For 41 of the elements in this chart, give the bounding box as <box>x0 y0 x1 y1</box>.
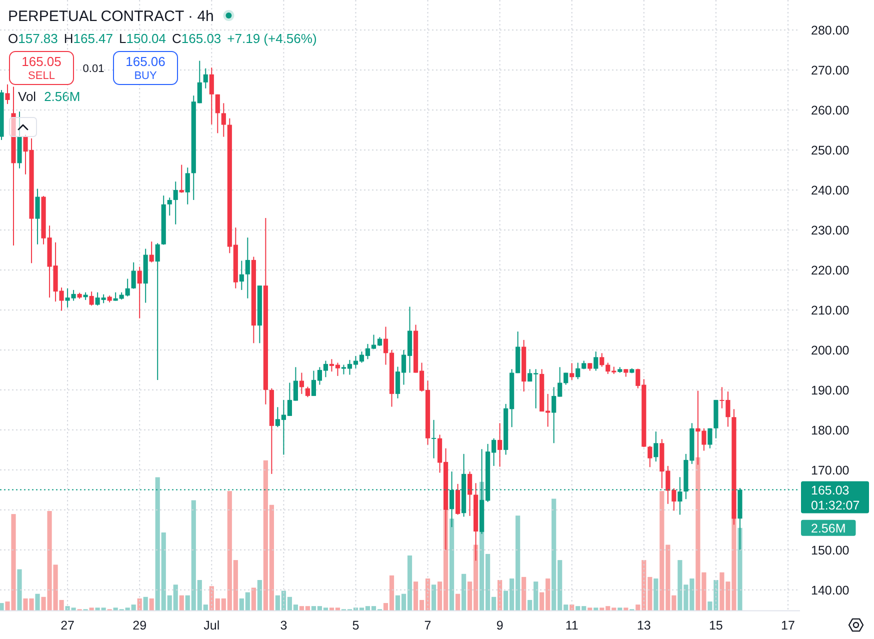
y-tick-label: 280.00 <box>811 23 850 38</box>
x-tick-label: Jul <box>204 618 220 632</box>
x-tick-label: 17 <box>781 618 795 632</box>
y-tick-label: 210.00 <box>811 303 850 318</box>
x-tick-label: 15 <box>708 618 723 632</box>
y-tick-label: 240.00 <box>811 183 850 198</box>
x-tick-label: 5 <box>352 618 360 632</box>
y-tick-label: 250.00 <box>811 143 850 158</box>
text: 2.56M <box>811 521 846 536</box>
y-tick-label: 150.00 <box>811 543 850 558</box>
y-tick-label: 260.00 <box>811 103 850 118</box>
x-tick-label: 29 <box>132 618 147 632</box>
annotation: 2.56M <box>44 89 80 104</box>
annotation: C165.03 <box>172 31 222 46</box>
annotation: SELL <box>28 70 55 82</box>
y-tick-label: 230.00 <box>811 223 850 238</box>
annotation: H165.47 <box>64 31 114 46</box>
annotation: 165.06 <box>126 54 166 69</box>
ref-line-label: 165.03 <box>811 483 850 498</box>
y-tick-label: 220.00 <box>811 263 850 278</box>
annotation: 0.01 <box>82 63 104 75</box>
text: PERPETUAL CONTRACT · 4h <box>8 8 214 25</box>
y-tick-label: 270.00 <box>811 63 850 78</box>
x-tick-label: 11 <box>565 618 578 632</box>
x-tick-label: 13 <box>636 618 651 632</box>
y-tick-label: 200.00 <box>811 343 850 358</box>
x-tick-label: 27 <box>60 618 75 632</box>
x-tick-label: 7 <box>424 618 432 632</box>
text: 01:32:07 <box>811 498 860 512</box>
x-tick-label: 3 <box>280 618 288 632</box>
annotation: BUY <box>134 70 158 82</box>
y-tick-label: 190.00 <box>811 383 850 398</box>
annotation: O157.83 <box>8 31 58 46</box>
x-tick-label: 9 <box>496 618 504 632</box>
y-tick-label: 170.00 <box>811 463 850 478</box>
y-tick-label: 140.00 <box>811 583 850 598</box>
text: Vol <box>18 89 36 104</box>
annotation: L150.04 <box>119 31 166 46</box>
y-tick-label: 180.00 <box>811 423 850 438</box>
annotation: 165.05 <box>22 54 62 69</box>
annotation: +7.19 (+4.56%) <box>227 31 317 46</box>
